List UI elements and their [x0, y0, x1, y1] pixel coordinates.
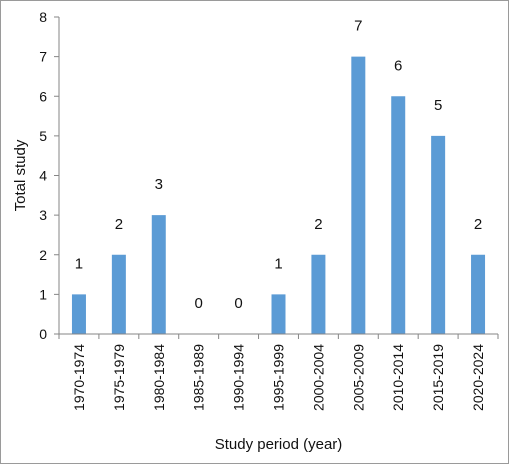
bar [391, 96, 406, 334]
x-tick-label: 2010-2014 [390, 344, 406, 411]
y-tick-label: 1 [39, 286, 47, 302]
x-tick-label: 2015-2019 [430, 344, 446, 411]
bar [271, 294, 286, 334]
data-label: 2 [314, 216, 322, 233]
data-label: 7 [354, 18, 362, 35]
x-tick-label: 1970-1974 [71, 344, 87, 411]
y-tick-label: 0 [39, 326, 47, 342]
bar [351, 56, 366, 334]
bar [431, 135, 446, 334]
x-axis-ticks: 1970-1974 1975-1979 1980-1984 1985-1989 1990… [58, 334, 499, 411]
bar [151, 215, 166, 334]
y-tick-label: 6 [39, 88, 47, 104]
data-label: 5 [434, 97, 442, 114]
x-tick-label: 1975-1979 [111, 344, 127, 411]
y-tick-label: 7 [39, 49, 47, 65]
data-label: 0 [195, 295, 203, 312]
x-tick-label: 2000-2004 [310, 344, 326, 411]
x-tick-label: 1980-1984 [151, 344, 167, 411]
y-tick-label: 8 [39, 9, 47, 25]
x-tick-label: 1990-1994 [231, 344, 247, 411]
data-label: 0 [234, 295, 242, 312]
y-tick-label: 2 [39, 247, 47, 263]
y-tick-label: 3 [39, 207, 47, 223]
data-label: 2 [474, 216, 482, 233]
data-labels: 1 2 3 0 0 1 2 7 6 5 2 [75, 18, 482, 312]
y-tick-label: 4 [39, 168, 47, 184]
x-tick-label: 1995-1999 [271, 344, 287, 411]
bar [471, 254, 486, 334]
data-label: 3 [155, 176, 163, 193]
bar [71, 294, 86, 334]
y-tick-label: 5 [39, 128, 47, 144]
data-label: 1 [75, 255, 83, 272]
bar [111, 254, 126, 334]
data-label: 6 [394, 57, 402, 74]
x-tick-label: 2005-2009 [350, 344, 366, 411]
bars [71, 56, 486, 334]
x-tick-label: 2020-2024 [470, 344, 486, 411]
x-tick-label: 1985-1989 [191, 344, 207, 411]
bar [311, 254, 326, 334]
y-axis-title: Total study [12, 139, 29, 211]
y-axis-ticks: 0 1 2 3 4 5 6 7 8 [39, 9, 59, 342]
data-label: 1 [274, 255, 282, 272]
data-label: 2 [115, 216, 123, 233]
x-axis-title: Study period (year) [215, 436, 343, 453]
